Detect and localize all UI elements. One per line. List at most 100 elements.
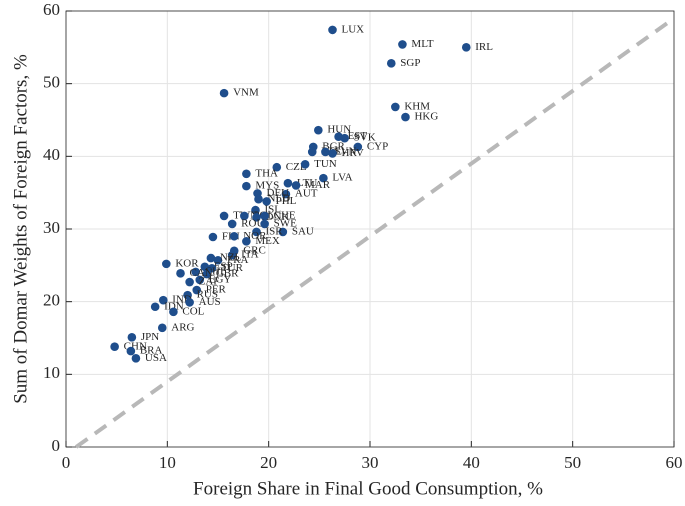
point bbox=[278, 227, 288, 237]
y-tick-label: 0 bbox=[52, 436, 61, 455]
point bbox=[300, 160, 310, 169]
plot-frame bbox=[65, 10, 675, 448]
point-label: USA bbox=[145, 352, 167, 364]
point bbox=[307, 147, 317, 157]
point bbox=[183, 290, 192, 300]
point-label: VNM bbox=[233, 87, 259, 99]
point-label: LUX bbox=[342, 23, 365, 35]
point-label: KHM bbox=[404, 100, 430, 112]
point-label: COL bbox=[182, 305, 204, 317]
point bbox=[321, 147, 330, 157]
point-label: CYP bbox=[367, 140, 388, 152]
point-label: GBR bbox=[216, 268, 239, 280]
point-label: MAR bbox=[305, 179, 331, 191]
y-tick-label: 50 bbox=[43, 73, 60, 92]
point-label: SVK bbox=[354, 132, 376, 144]
point bbox=[200, 262, 210, 272]
point-label: DEU bbox=[267, 187, 290, 199]
point bbox=[242, 237, 251, 246]
point bbox=[202, 269, 212, 279]
point bbox=[158, 295, 168, 305]
point-label: ARG bbox=[171, 321, 194, 333]
point bbox=[260, 211, 269, 221]
point bbox=[391, 102, 400, 112]
point bbox=[213, 255, 223, 265]
point-label: CAN bbox=[190, 267, 213, 279]
point bbox=[191, 267, 201, 277]
point-label: JPN bbox=[141, 331, 159, 343]
point bbox=[192, 285, 202, 295]
point-label: HRV bbox=[342, 147, 364, 159]
point-label: ZAF bbox=[199, 276, 220, 288]
point bbox=[162, 259, 171, 269]
point-label: CHE bbox=[274, 209, 296, 221]
x-tick-label: 50 bbox=[564, 453, 581, 472]
point-label: TUN bbox=[314, 158, 337, 170]
point bbox=[281, 189, 291, 199]
point-label: AUS bbox=[199, 296, 221, 308]
y-tick-label: 20 bbox=[43, 291, 60, 310]
point bbox=[314, 125, 323, 135]
point bbox=[127, 332, 137, 342]
point-label: IRL bbox=[475, 41, 493, 53]
point bbox=[195, 275, 205, 285]
point-label: EGY bbox=[209, 273, 232, 285]
point bbox=[398, 40, 407, 49]
x-tick-label: 60 bbox=[666, 453, 683, 472]
point bbox=[401, 112, 410, 122]
point bbox=[328, 149, 337, 158]
point-label: RUS bbox=[197, 289, 218, 301]
point bbox=[353, 142, 363, 152]
point bbox=[242, 181, 251, 191]
point-label: SGP bbox=[400, 57, 420, 69]
point-label: LVA bbox=[332, 172, 352, 184]
point bbox=[208, 232, 218, 242]
point-label: MYS bbox=[255, 180, 279, 192]
point bbox=[227, 219, 237, 229]
point bbox=[254, 194, 263, 204]
point bbox=[252, 227, 261, 237]
point-label: PHL bbox=[276, 195, 297, 207]
point bbox=[251, 205, 260, 215]
point bbox=[110, 342, 119, 352]
y-axis-label: Sum of Domar Weights of Foreign Factors,… bbox=[10, 54, 31, 404]
point-label: EST bbox=[348, 130, 368, 142]
point bbox=[272, 162, 282, 172]
point-label: HKG bbox=[414, 111, 438, 123]
point bbox=[169, 307, 178, 317]
point-label: HUN bbox=[327, 124, 351, 136]
y-tick-label: 10 bbox=[43, 363, 60, 382]
point-label: THA bbox=[255, 167, 278, 179]
x-axis-label: Foreign Share in Final Good Consumption,… bbox=[193, 478, 543, 499]
point bbox=[229, 231, 239, 241]
point bbox=[291, 181, 301, 190]
point bbox=[150, 302, 160, 312]
point bbox=[242, 169, 251, 179]
point-label: NLD bbox=[268, 193, 291, 205]
point-label: NZL bbox=[220, 252, 242, 264]
y-tick-label: 30 bbox=[43, 218, 60, 237]
point bbox=[283, 178, 293, 188]
point bbox=[219, 88, 229, 98]
point-label: BRA bbox=[140, 345, 163, 357]
point-label: ITA bbox=[241, 249, 259, 261]
point bbox=[319, 173, 328, 183]
point-label: KOR bbox=[175, 257, 199, 269]
point bbox=[340, 133, 349, 143]
point-label: TUR bbox=[221, 262, 244, 274]
x-tick-label: 30 bbox=[362, 453, 379, 472]
point bbox=[219, 211, 229, 221]
point-label: LTU bbox=[297, 177, 317, 189]
point bbox=[126, 346, 136, 356]
x-tick-label: 10 bbox=[159, 453, 176, 472]
point-label: MLT bbox=[411, 38, 433, 50]
point-label: SVN bbox=[334, 146, 356, 158]
point bbox=[262, 197, 271, 206]
y-tick-label: 40 bbox=[43, 145, 60, 164]
point bbox=[240, 211, 249, 221]
point-label: ISL bbox=[264, 204, 281, 216]
point bbox=[328, 25, 337, 35]
point-label: MEX bbox=[255, 235, 280, 247]
point bbox=[157, 323, 167, 333]
point bbox=[260, 219, 269, 229]
